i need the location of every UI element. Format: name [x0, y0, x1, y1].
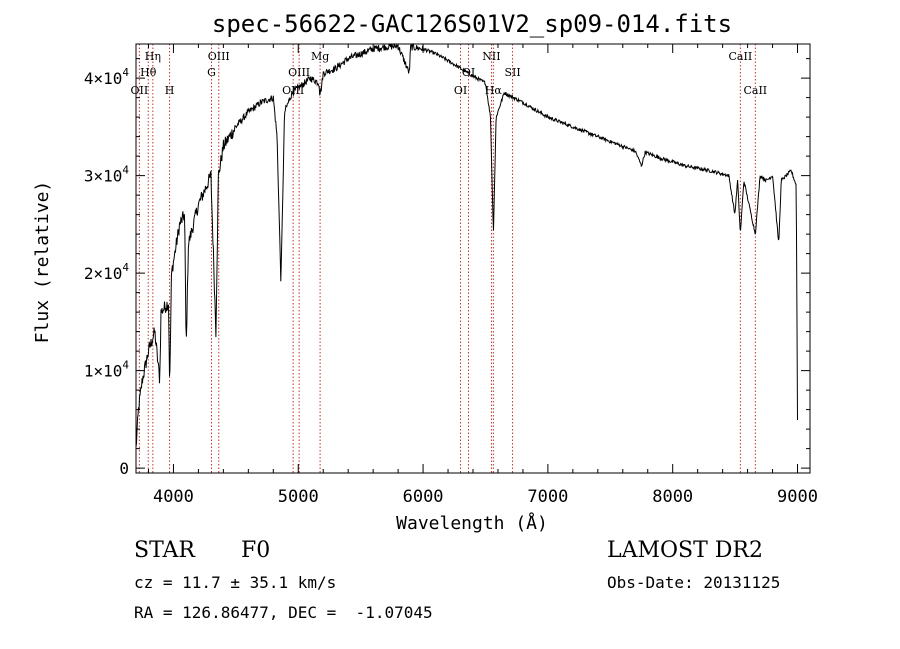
line-label: OIII [288, 66, 310, 79]
spectrum-group [135, 42, 798, 447]
y-tick-label: 2×104 [84, 261, 130, 283]
redshift-text: cz = 11.7 ± 35.1 km/s [134, 573, 337, 592]
x-tick-label: 8000 [652, 487, 693, 507]
obs-date-text: Obs-Date: 20131125 [607, 573, 781, 592]
spectrum-line [135, 42, 798, 447]
line-label: NII [482, 50, 500, 63]
spectral-line-labels: OIIHθHηHGOIIIOIIIOIIIMgOIOINIIHαSIICaIIC… [131, 50, 768, 97]
line-label: OII [131, 84, 149, 97]
line-label: CaII [729, 50, 753, 63]
line-label: H [165, 84, 175, 97]
line-label: Mg [311, 50, 329, 63]
line-label: SII [504, 66, 520, 79]
x-tick-label: 9000 [777, 487, 818, 507]
spectral-line-markers [138, 44, 756, 473]
plot-frame [135, 43, 811, 474]
line-label: OIII [208, 50, 230, 63]
x-tick-label: 4000 [153, 487, 194, 507]
line-label: G [207, 66, 216, 79]
y-tick-exponent: 4 [122, 261, 129, 274]
x-tick-label: 6000 [403, 487, 444, 507]
y-tick-label: 3×104 [84, 164, 130, 186]
survey-name: LAMOST DR2 [607, 538, 763, 563]
object-class: STAR [134, 538, 195, 563]
y-tick-label: 0 [119, 459, 129, 478]
y-tick-exponent: 4 [122, 66, 129, 79]
chart-title: spec-56622-GAC126S01V2_sp09-014.fits [212, 10, 732, 38]
x-tick-label: 7000 [527, 487, 568, 507]
line-label: Hθ [140, 66, 157, 79]
y-tick-label: 1×104 [84, 359, 130, 381]
coordinates-text: RA = 126.86477, DEC = -1.07045 [134, 603, 433, 622]
x-axis-label: Wavelength (Å) [396, 512, 548, 534]
line-label: Hη [145, 50, 161, 63]
object-subclass: F0 [241, 538, 271, 563]
line-label: OI [454, 84, 467, 97]
y-tick-mantissa: 0 [119, 459, 129, 478]
y-tick-exponent: 4 [122, 164, 129, 177]
y-tick-mantissa: 2×10 [84, 264, 123, 283]
y-axis-label: Flux (relative) [32, 181, 53, 344]
x-axis: 4000 5000 6000 7000 8000 9000 [147, 44, 818, 507]
y-tick-mantissa: 4×10 [84, 69, 123, 88]
y-tick-label: 4×104 [84, 66, 130, 88]
line-label: Hα [485, 84, 503, 97]
line-label: CaII [743, 84, 767, 97]
y-tick-exponent: 4 [122, 359, 129, 372]
y-tick-mantissa: 3×10 [84, 167, 123, 186]
x-tick-label: 5000 [278, 487, 319, 507]
y-tick-mantissa: 1×10 [84, 362, 123, 381]
